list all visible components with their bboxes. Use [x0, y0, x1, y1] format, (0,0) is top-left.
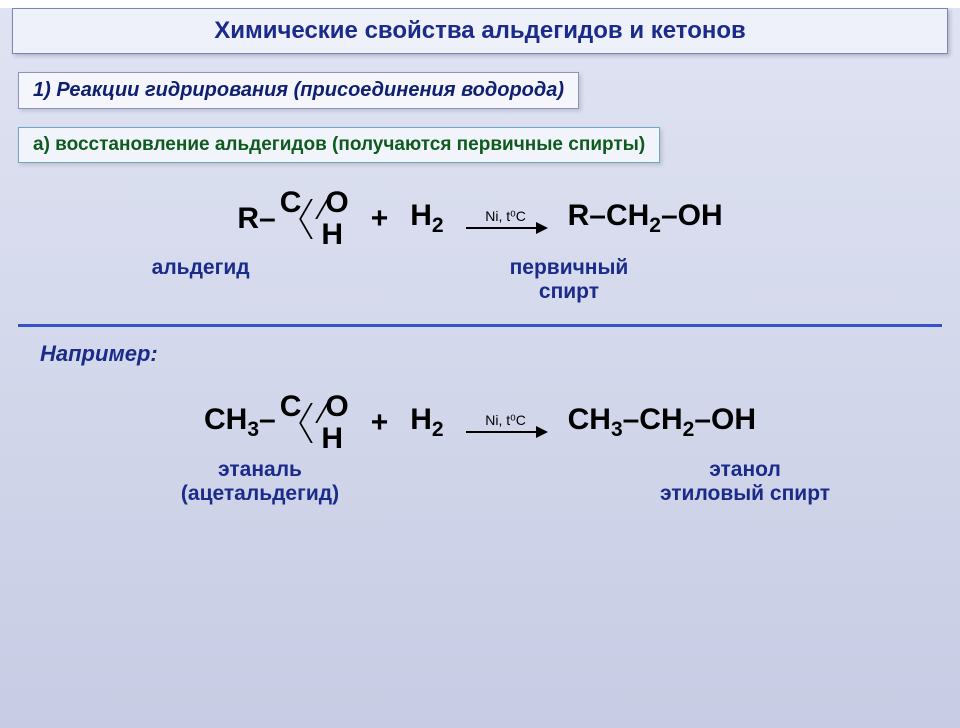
arrow-icon — [466, 431, 546, 434]
arrow-conditions: Ni, t⁰C — [485, 208, 526, 225]
subsection-heading: а) восстановление альдегидов (получаются… — [18, 127, 660, 163]
cho-o-2: O — [325, 391, 348, 423]
ethanol-label: этанол этиловый спирт — [540, 458, 950, 506]
ethanal-label: этаналь (ацетальдегид) — [120, 458, 400, 506]
cho-group: C O C H — [280, 187, 349, 250]
slide-title: Химические свойства альдегидов и кетонов — [12, 8, 948, 54]
cho-c-2: C — [280, 391, 302, 423]
primary-alcohol-label: первичный спирт — [510, 256, 629, 304]
reactant-aldehyde: R– C O C H — [237, 187, 348, 250]
divider-line — [18, 324, 942, 327]
ethanol-product: CH3–CH2–OH — [568, 403, 756, 442]
reaction1-labels: альдегид первичный спирт — [0, 256, 960, 304]
plus-sign: + — [371, 202, 389, 236]
reaction2-labels: этаналь (ацетальдегид) этанол этиловый с… — [0, 458, 960, 506]
reaction-arrow-2: Ni, t⁰C — [466, 412, 546, 434]
hydrogen-reactant: H2 — [410, 199, 443, 238]
section-heading: 1) Реакции гидрирования (присоединения в… — [18, 72, 579, 109]
reaction-example: CH3– C O C H + H2 Ni, t⁰C — [0, 391, 960, 454]
arrow-icon — [466, 227, 546, 230]
cho-o: O — [325, 187, 348, 219]
acetaldehyde: CH3– C O C H — [204, 391, 349, 454]
product-alcohol: R–CH2–OH — [568, 199, 723, 238]
arrow-conditions-2: Ni, t⁰C — [485, 412, 526, 429]
cho-c: C — [280, 187, 302, 219]
plus-sign-2: + — [371, 406, 389, 440]
reaction-arrow: Ni, t⁰C — [466, 208, 546, 230]
r-prefix: R– — [237, 202, 275, 236]
reaction-generic: R– C O C H + H2 Ni, t⁰C R–CH2 — [0, 187, 960, 250]
ch3-prefix: CH — [204, 403, 247, 436]
example-heading: Например: — [40, 341, 960, 367]
hydrogen-reactant-2: H2 — [410, 403, 443, 442]
cho-h: H — [321, 219, 343, 251]
aldehyde-label: альдегид — [152, 256, 250, 304]
cho-group-2: C O C H — [280, 391, 349, 454]
cho-h-2: H — [321, 423, 343, 455]
chemistry-slide: Химические свойства альдегидов и кетонов… — [0, 8, 960, 728]
